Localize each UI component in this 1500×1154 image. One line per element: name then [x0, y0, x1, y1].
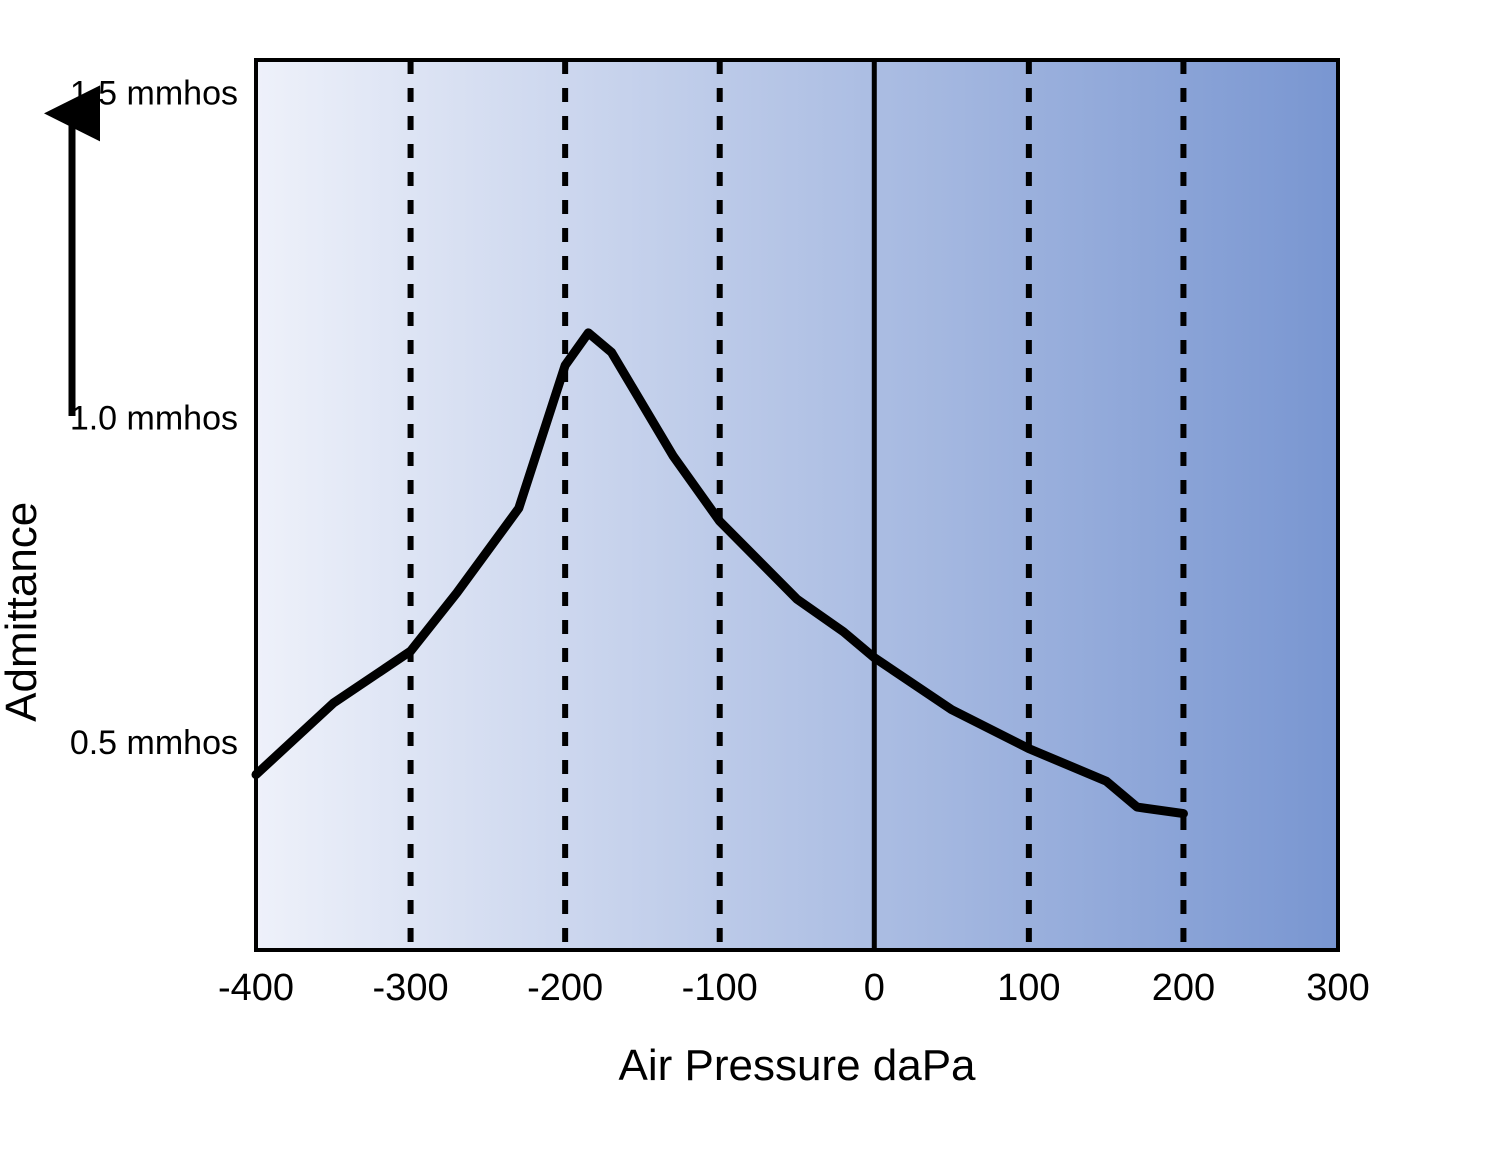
chart-svg: 0.5 mmhos 1.0 mmhos 1.5 mmhos -400 -300 -200…: [0, 0, 1500, 1154]
y-tick-label: 0.5 mmhos: [70, 724, 238, 762]
x-tick-label: -200: [527, 967, 603, 1009]
x-tick-label: 0: [864, 967, 885, 1009]
y-tick-labels: 0.5 mmhos 1.0 mmhos 1.5 mmhos: [70, 74, 238, 762]
y-tick-label: 1.0 mmhos: [70, 399, 238, 437]
x-tick-label: 100: [997, 967, 1060, 1009]
x-axis-label: Air Pressure daPa: [618, 1041, 976, 1090]
tympanogram-chart: 0.5 mmhos 1.0 mmhos 1.5 mmhos -400 -300 -200…: [0, 0, 1500, 1154]
x-tick-label: 200: [1152, 967, 1215, 1009]
y-axis-label-group: Admittance: [0, 113, 72, 721]
x-tick-label: -100: [682, 967, 758, 1009]
x-tick-label: -300: [373, 967, 449, 1009]
y-axis-label: Admittance: [0, 502, 46, 722]
x-tick-label: 300: [1306, 967, 1369, 1009]
x-tick-labels: -400 -300 -200 -100 0 100 200 300: [218, 967, 1370, 1009]
x-tick-label: -400: [218, 967, 294, 1009]
y-tick-label: 1.5 mmhos: [70, 74, 238, 112]
